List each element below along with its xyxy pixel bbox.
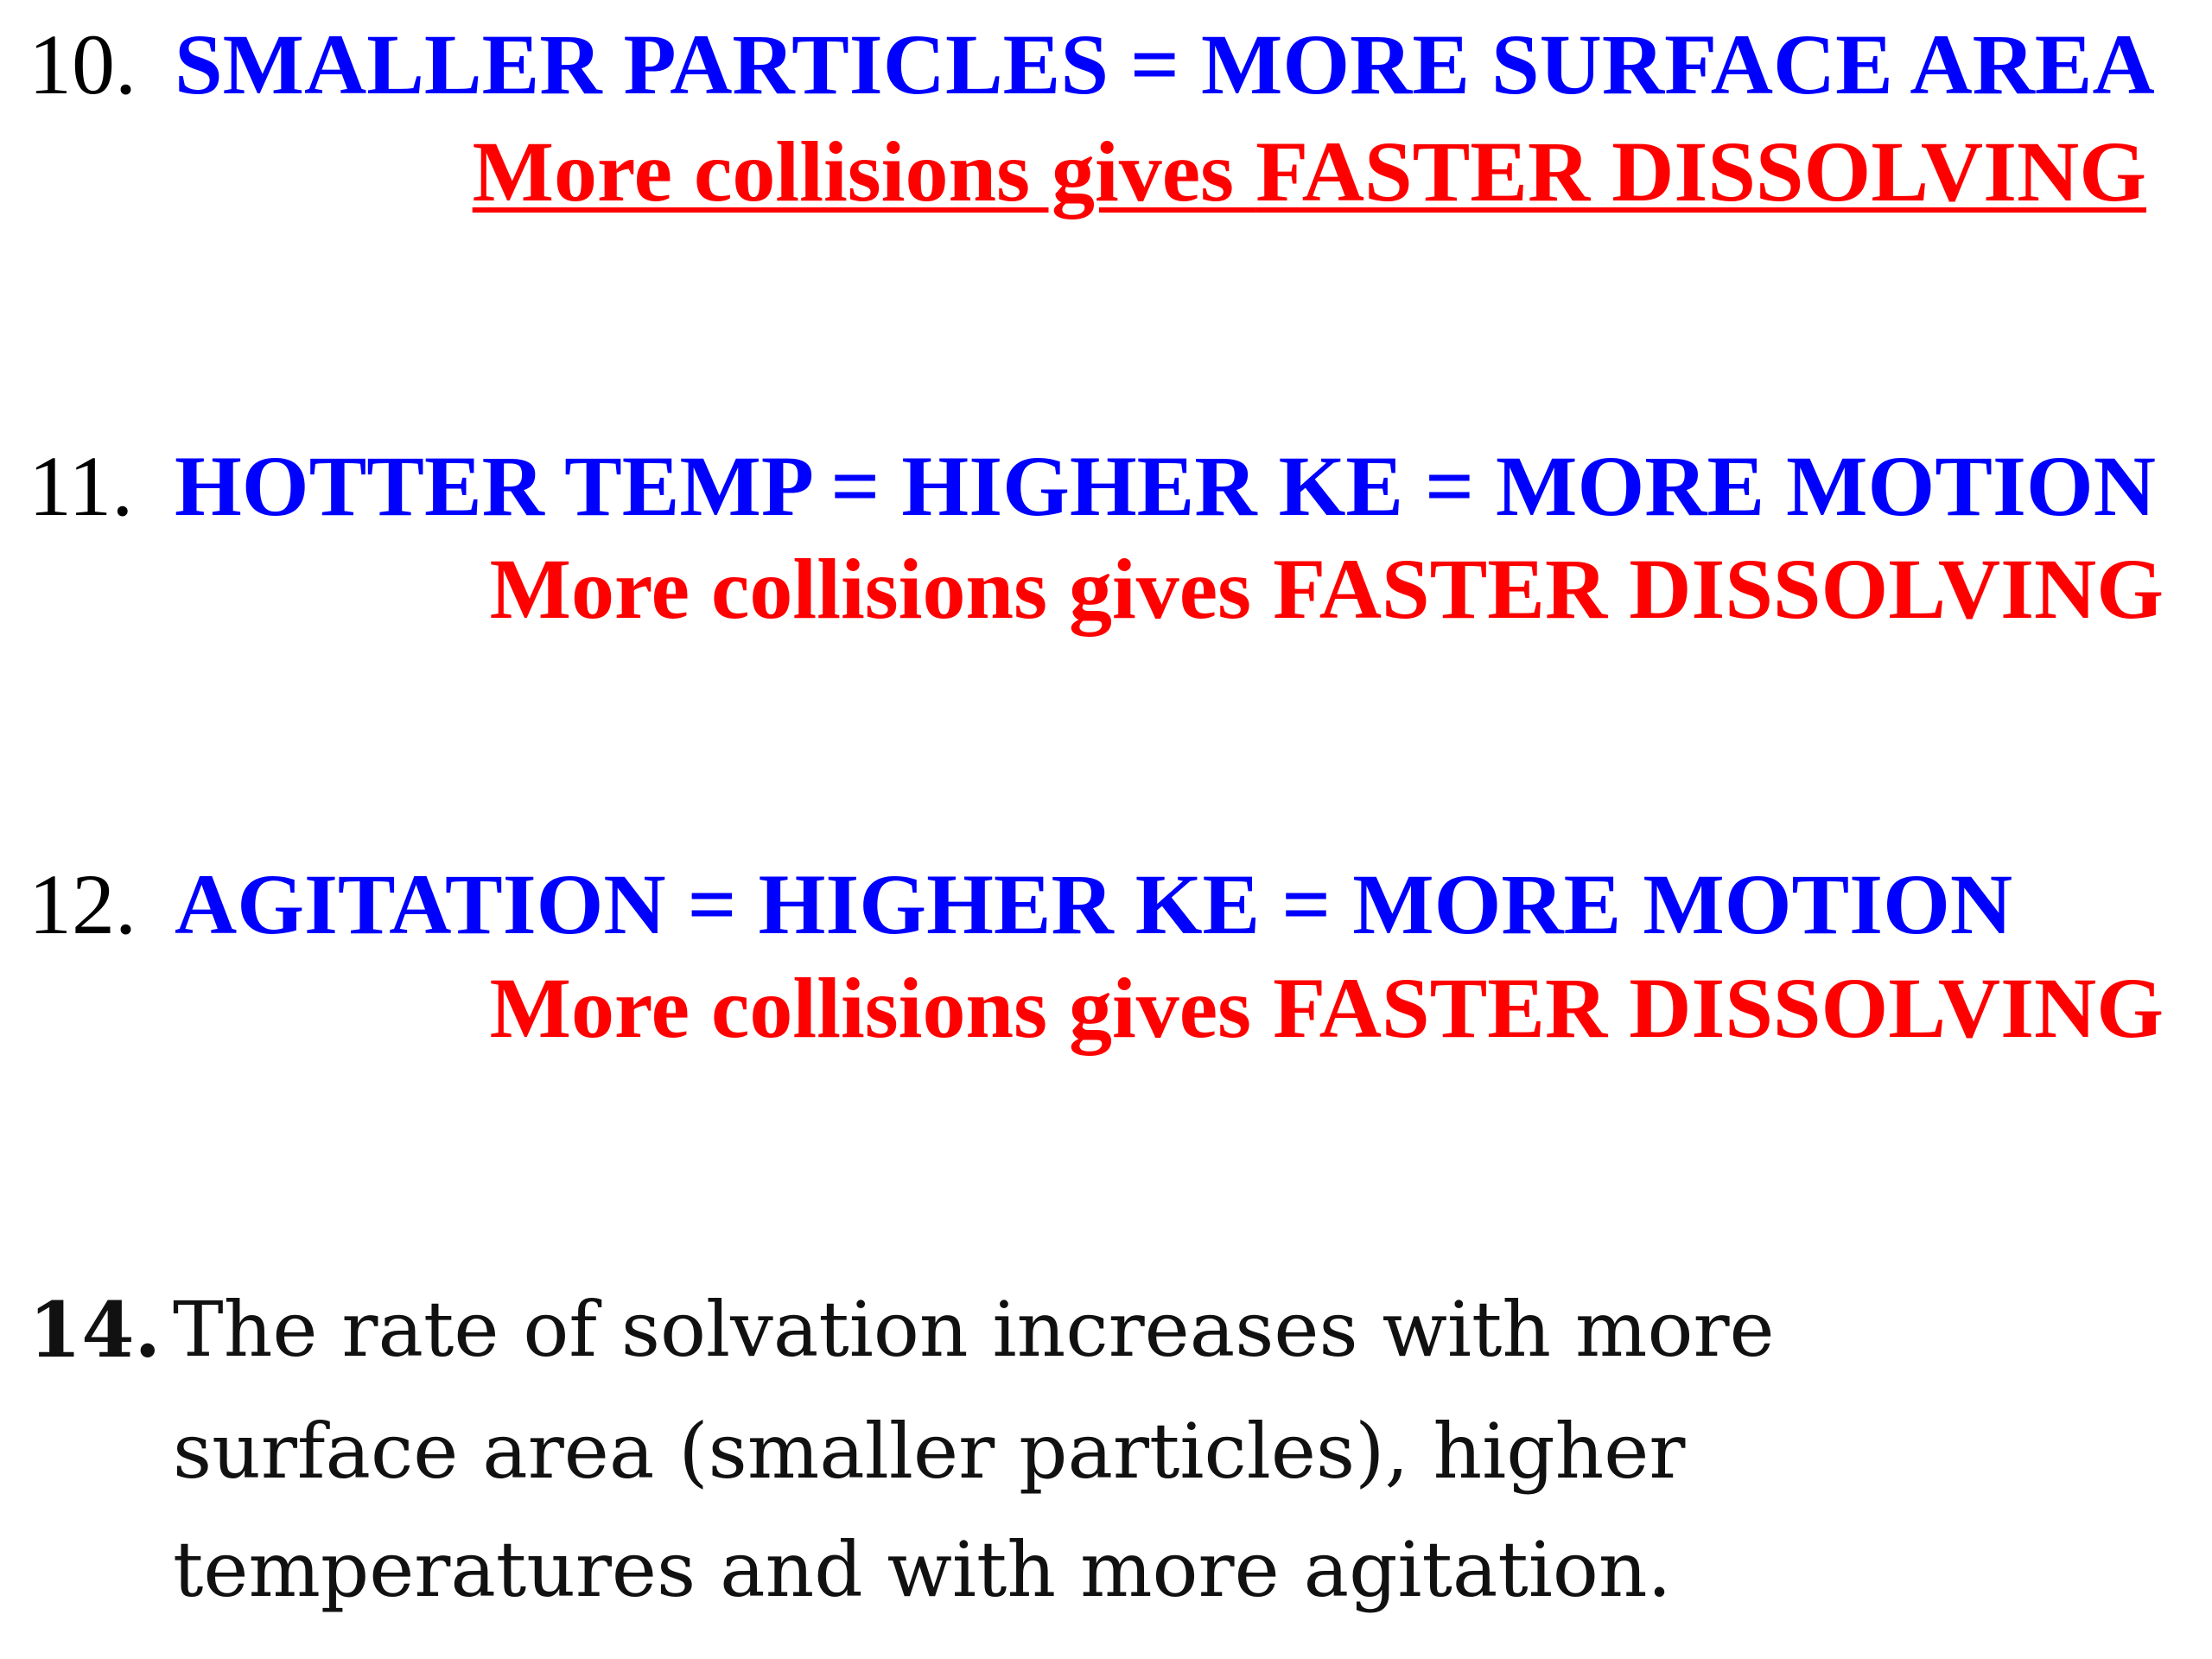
item-main: HOTTER TEMP = HIGHER KE = MORE MOTION xyxy=(175,438,2156,534)
sub-plain: More collisions gives xyxy=(489,541,1274,637)
item-main: SMALLER PARTICLES = MORE SURFACE AREA xyxy=(175,16,2155,112)
sub-plain: More collisions gives xyxy=(472,124,1256,219)
item-main: AGITATION = HIGHER KE = MORE MOTION xyxy=(175,856,2013,952)
item-sub: More collisions gives FASTER DISSOLVING xyxy=(473,129,2146,215)
item-number: 12. xyxy=(29,856,137,952)
summary-line: temperatures and with more agitation. xyxy=(173,1525,1672,1614)
sub-emph: FASTER DISSOLVING xyxy=(1255,124,2146,219)
sub-emph: FASTER DISSOLVING xyxy=(1273,541,2164,637)
item-sub: More collisions gives FASTER DISSOLVING xyxy=(490,965,2164,1052)
sub-plain: More collisions gives xyxy=(489,960,1274,1056)
item-number: 11. xyxy=(29,438,134,534)
summary-number: 14. xyxy=(29,1285,162,1375)
item-sub: More collisions gives FASTER DISSOLVING xyxy=(490,546,2164,632)
sub-emph: FASTER DISSOLVING xyxy=(1273,960,2164,1056)
summary-line: surface area (smaller particles), higher xyxy=(173,1407,1686,1496)
summary-line: The rate of solvation increases with mor… xyxy=(173,1285,1775,1374)
item-number: 10. xyxy=(29,16,137,112)
